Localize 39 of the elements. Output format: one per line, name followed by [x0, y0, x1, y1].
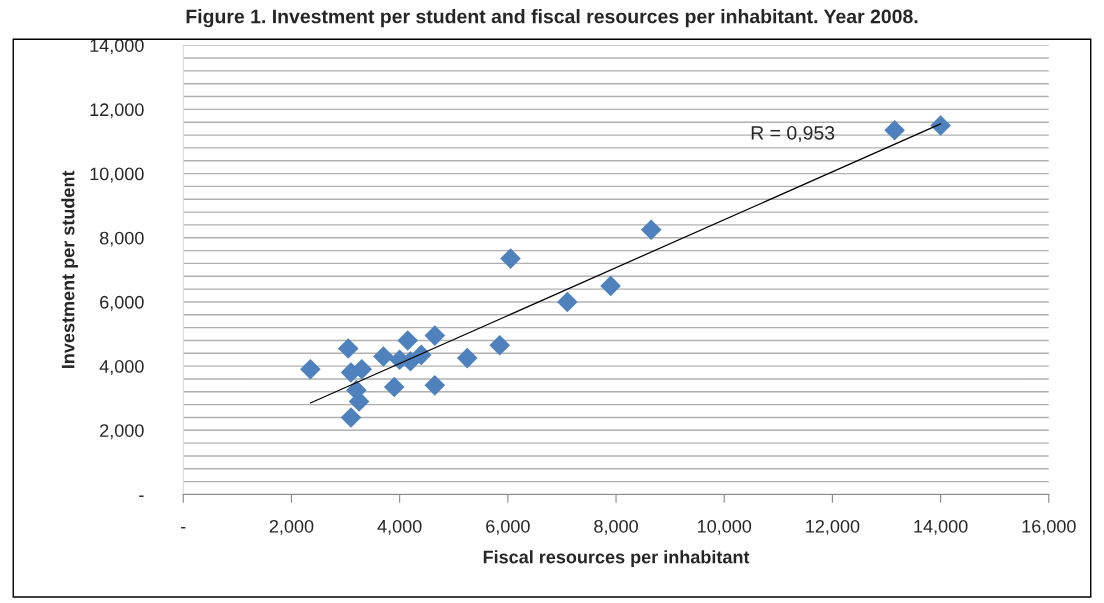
- y-tick-label: 12,000: [90, 103, 144, 119]
- point: [337, 338, 359, 359]
- x-tick-label: 10,000: [697, 519, 752, 535]
- point: [500, 248, 521, 269]
- chart-title: Figure 1. Investment per student and fiscal resources per inhabitant. Year 2008.: [186, 9, 918, 28]
- point: [930, 115, 951, 136]
- point: [640, 219, 662, 241]
- point: [373, 346, 394, 367]
- x-tick-label: 16,000: [1022, 519, 1076, 535]
- y-tick-label: 8,000: [99, 231, 144, 247]
- y-tick-label: 4,000: [99, 360, 144, 375]
- point: [397, 330, 419, 351]
- annotation: R = 0,953: [751, 125, 835, 143]
- x-tick-label: 8,000: [594, 519, 638, 535]
- y-axis-title: Investment per student: [61, 170, 79, 368]
- y-tick-label: -: [139, 495, 144, 497]
- point: [424, 325, 446, 346]
- point: [600, 275, 621, 297]
- point: [410, 344, 432, 366]
- y-tick-label: 6,000: [100, 295, 144, 311]
- x-tick-label: 6,000: [486, 519, 530, 535]
- point: [884, 119, 905, 141]
- x-tick-label: 12,000: [806, 519, 860, 535]
- point: [557, 291, 578, 313]
- point: [300, 359, 321, 380]
- point: [424, 375, 446, 396]
- point: [340, 407, 362, 428]
- x-tick-label: 14,000: [914, 519, 968, 535]
- point: [383, 376, 405, 398]
- x-tick-label: 2,000: [269, 519, 314, 535]
- point: [456, 347, 478, 369]
- y-tick-label: 14,000: [90, 39, 144, 55]
- x-tick-label: 4,000: [377, 519, 422, 535]
- x-tick-label: -: [181, 527, 186, 529]
- point: [489, 334, 511, 356]
- x-axis-title: Fiscal resources per inhabitant: [483, 550, 750, 568]
- point: [348, 391, 370, 412]
- y-tick-label: 10,000: [90, 167, 144, 183]
- y-tick-label: 2,000: [100, 424, 144, 440]
